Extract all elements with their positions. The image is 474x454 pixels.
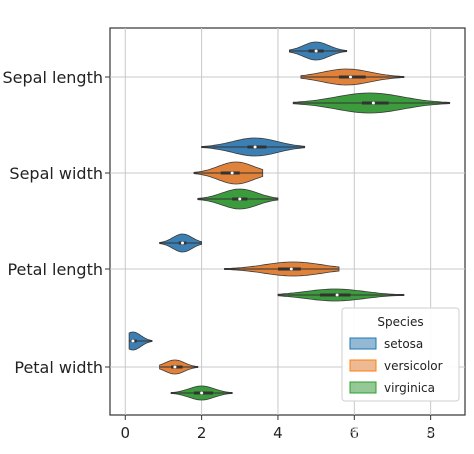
violin-median-point	[335, 292, 340, 298]
violin-median-point	[314, 48, 319, 54]
legend-label-versicolor: versicolor	[384, 359, 443, 373]
violin-median-point	[230, 170, 235, 176]
legend-title: Species	[377, 315, 423, 329]
legend-box	[341, 307, 460, 402]
watermark: 知乎 @小狗贝贝baby	[338, 425, 456, 439]
violin-median-point	[180, 240, 185, 246]
x-tick-label: 2	[197, 424, 207, 442]
violin-median-point	[289, 266, 294, 272]
violin-median-point	[371, 100, 376, 106]
legend-swatch-versicolor	[349, 359, 377, 372]
legend-label-setosa: setosa	[384, 337, 423, 351]
violins-layer	[128, 41, 451, 401]
legend: Species setosa versicolor virginica	[341, 307, 460, 402]
legend-swatch-virginica	[349, 381, 377, 394]
violin-median-point	[348, 74, 353, 80]
violin-median-point	[172, 364, 177, 370]
violin-median-point	[237, 196, 242, 202]
violin-median-point	[253, 144, 258, 150]
violin-median-point	[199, 390, 204, 396]
legend-label-virginica: virginica	[384, 381, 435, 395]
legend-swatch-setosa	[349, 337, 377, 350]
violin-median-point	[130, 338, 135, 344]
x-tick-label: 4	[273, 424, 283, 442]
axes-layer: 0 2 4 6 8 Sepal length Sepal width Petal length…	[3, 68, 436, 442]
y-tick-label: Sepal width	[9, 164, 103, 183]
x-tick-label: 6	[350, 424, 360, 442]
x-tick-label: 8	[426, 424, 436, 442]
y-tick-label: Petal length	[7, 260, 103, 279]
x-tick-label: 0	[120, 424, 130, 442]
y-tick-label: Sepal length	[3, 68, 104, 87]
y-tick-label: Petal width	[14, 358, 103, 377]
